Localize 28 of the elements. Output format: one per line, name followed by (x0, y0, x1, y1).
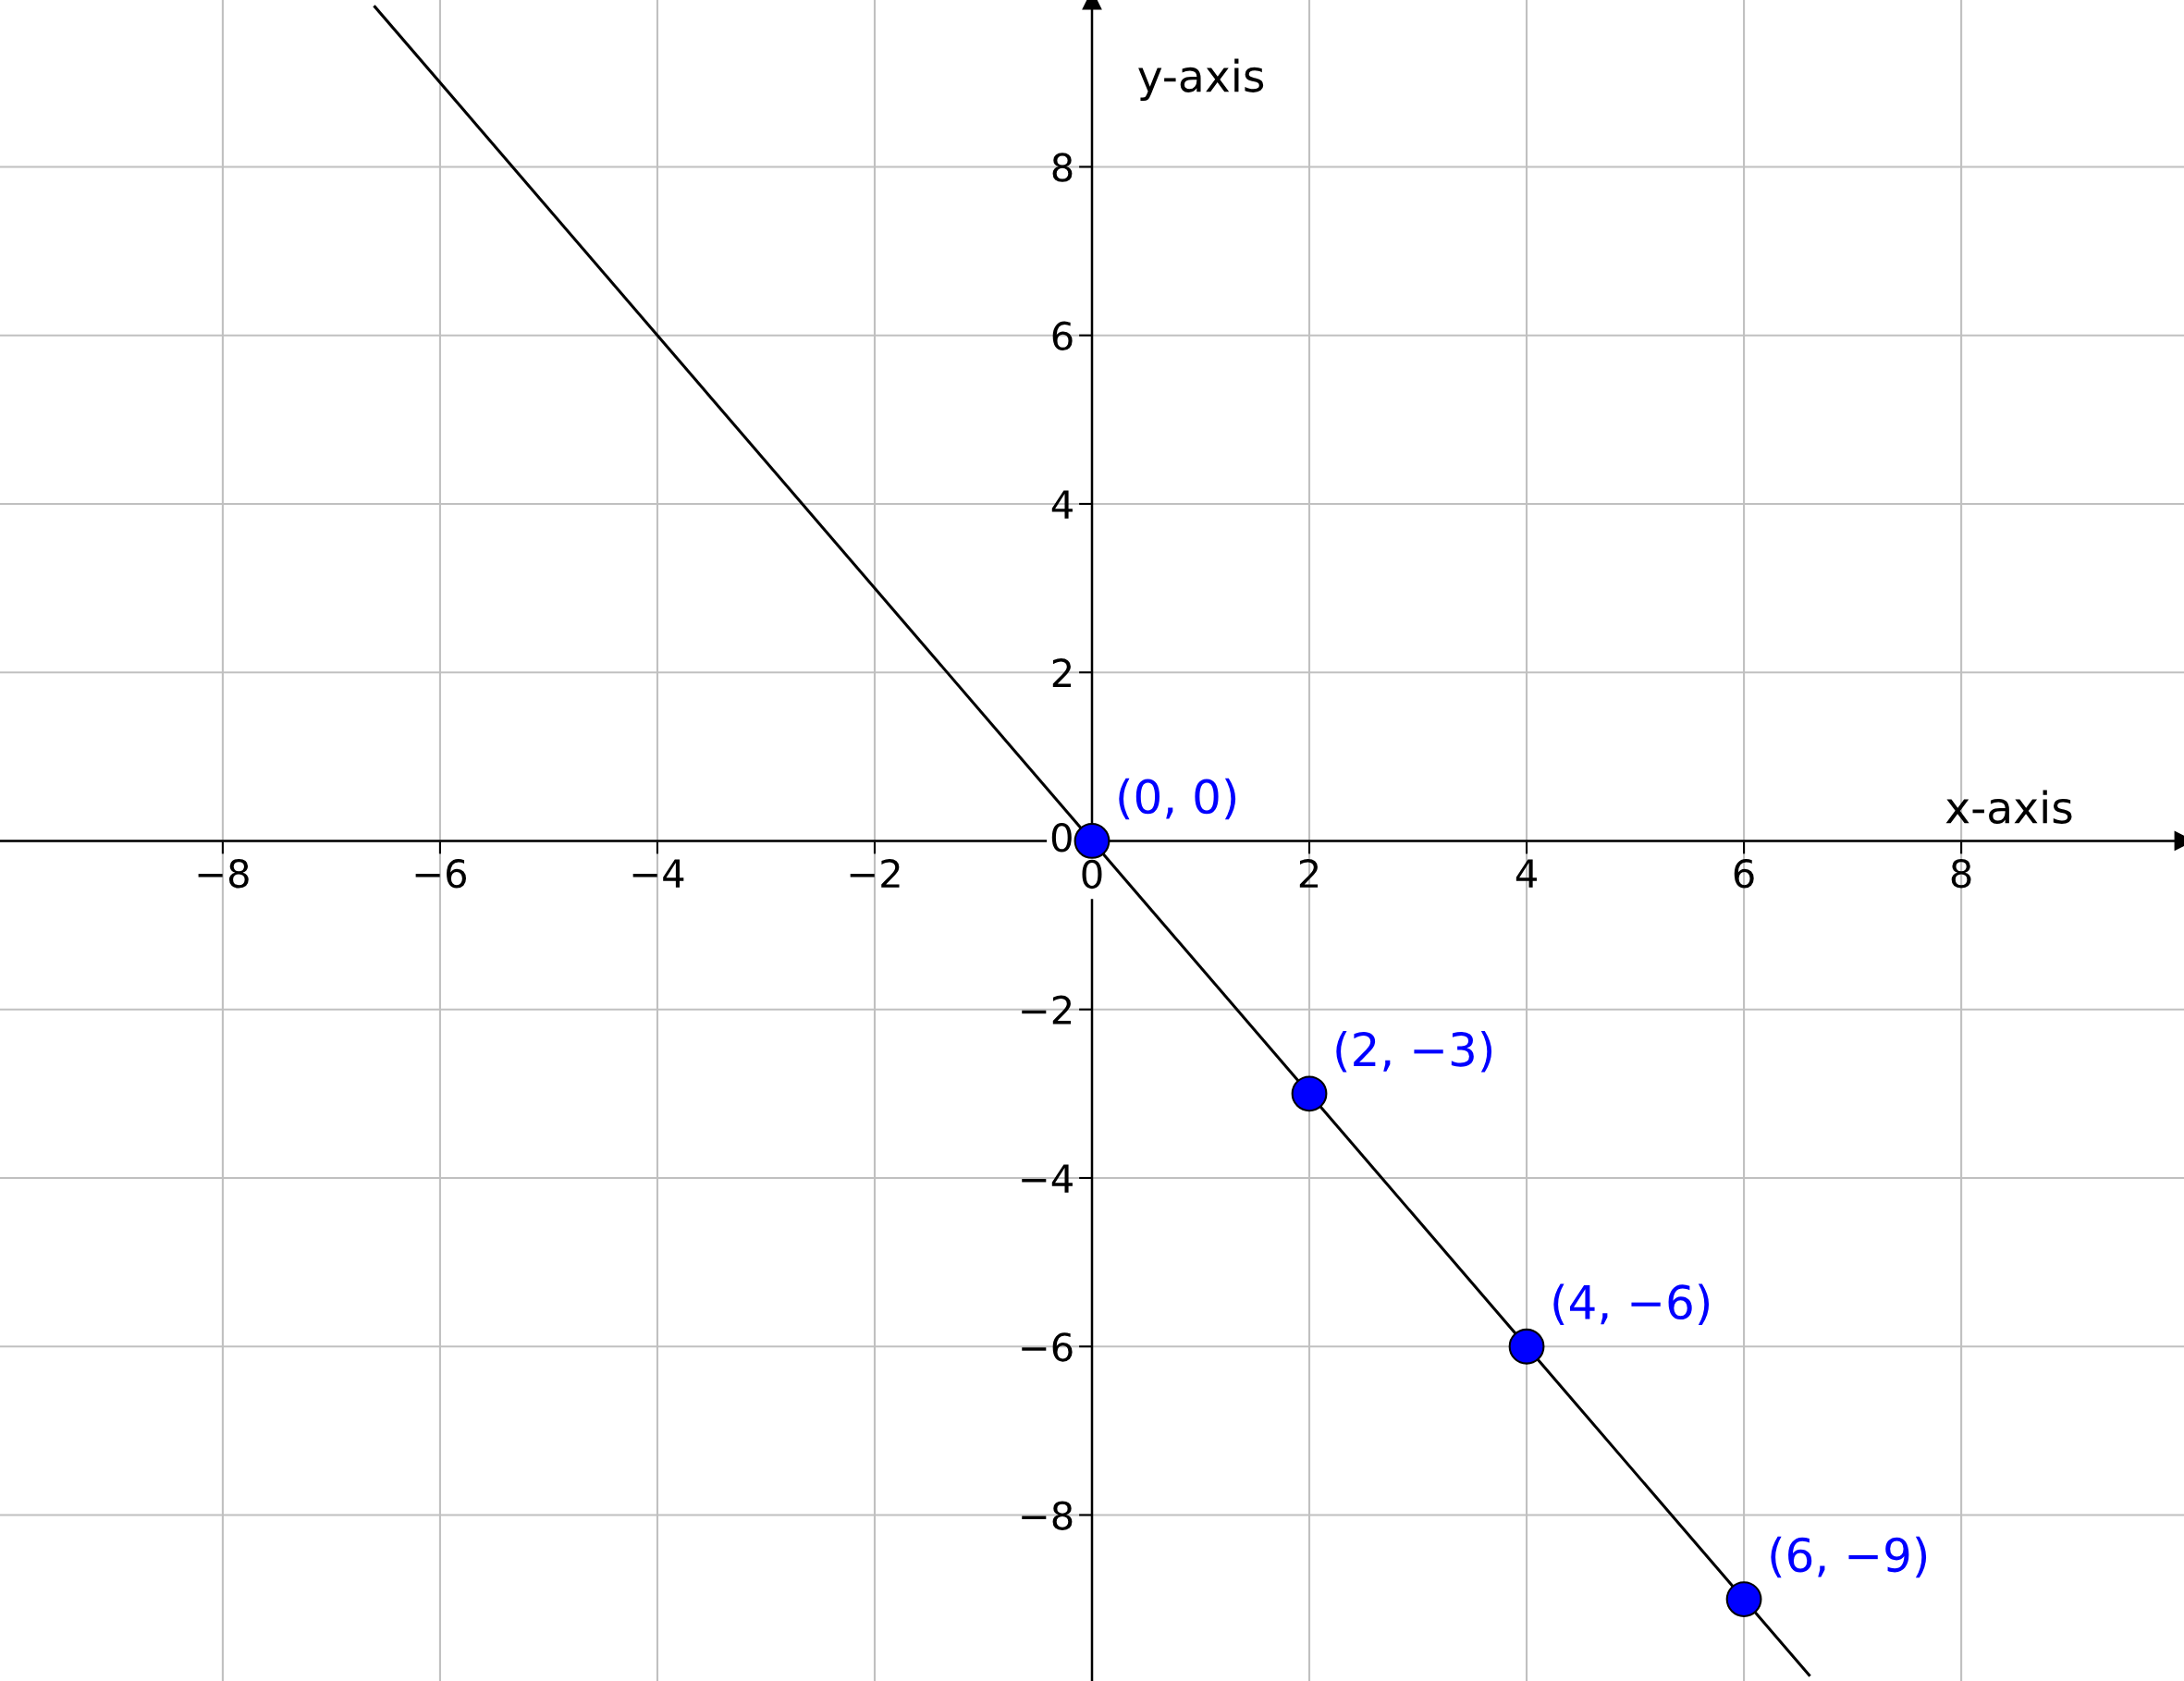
point (1074, 823, 1110, 859)
point (1508, 1328, 1545, 1365)
y-axis-title: y-axis (1138, 58, 1264, 102)
point (1291, 1075, 1328, 1112)
annotation: (0, 0) (1119, 778, 1236, 820)
x-tick-label: −8 (198, 858, 249, 889)
x-tick-label: 6 (1734, 858, 1754, 889)
x-tick-label: −6 (415, 858, 467, 889)
x-tick-label: 8 (1951, 858, 1971, 889)
annotation: (4, −6) (1553, 1283, 1710, 1325)
x-tick-label: −2 (850, 858, 900, 888)
y-tick-label: 0 (1051, 823, 1072, 853)
x-axis-title: x-axis (1945, 790, 2072, 825)
annotation: (2, −3) (1336, 1031, 1492, 1073)
point (1725, 1581, 1762, 1618)
y-tick-label: 8 (1052, 153, 1073, 182)
y-tick-label: −2 (1022, 995, 1072, 1025)
annotation: (6, −9) (1771, 1536, 1927, 1578)
x-tick-label: 2 (1299, 858, 1319, 888)
x-tick-label: 4 (1515, 859, 1537, 888)
y-tick-label: −6 (1022, 1332, 1073, 1362)
x-tick-label: −4 (632, 859, 684, 888)
y-tick-label: −4 (1022, 1164, 1073, 1193)
y-tick-label: −8 (1022, 1501, 1073, 1530)
x-tick-label: 0 (1082, 859, 1102, 890)
y-tick-label: 2 (1052, 658, 1072, 688)
y-tick-label: 6 (1052, 321, 1073, 351)
y-tick-label: 4 (1051, 490, 1073, 519)
